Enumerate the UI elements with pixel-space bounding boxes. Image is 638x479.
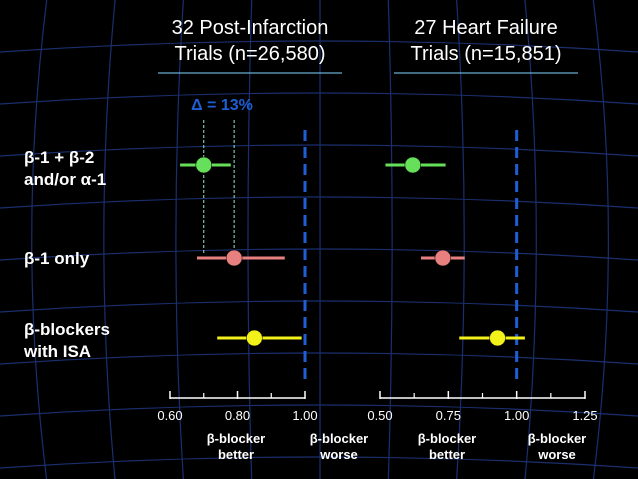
left-worse-label-line-2: worse [319, 447, 358, 462]
left-point-estimate [195, 156, 212, 174]
row-label-isa-line-2: with ISA [23, 342, 91, 361]
right-panel-title: 27 Heart Failure Trials (n=15,851) [394, 17, 578, 74]
right-tick-label: 0.75 [436, 408, 461, 423]
left-title-line-2: Trials (n=26,580) [175, 43, 326, 65]
left-tick-label: 0.80 [225, 408, 250, 423]
grid-latitude-line [0, 92, 638, 105]
row-label-nonselective-line-2: and/or α-1 [24, 170, 106, 189]
grid-latitude-line [0, 300, 638, 313]
right-forest-chart: 0.50 0.75 1.00 1.25 [367, 130, 598, 423]
left-point-estimate [225, 249, 243, 267]
grid-latitude-line [0, 40, 638, 53]
right-title-line-1: 27 Heart Failure [414, 17, 557, 39]
left-panel-title: 32 Post-Infarction Trials (n=26,580) [158, 17, 342, 74]
grid-longitude-line [456, 0, 465, 479]
left-point-estimate [246, 329, 263, 347]
left-tick-label: 0.60 [157, 408, 182, 423]
right-point-estimate [434, 249, 452, 267]
right-point-estimate [489, 329, 506, 347]
grid-longitude-line [31, 0, 48, 479]
right-better-label-line-1: β-blocker [418, 431, 477, 446]
right-title-line-2: Trials (n=15,851) [411, 43, 562, 65]
row-label-isa-line-1: β-blockers [24, 320, 110, 339]
right-direction-labels: β-blocker better β-blocker worse [418, 431, 587, 462]
right-tick-label: 1.25 [572, 408, 597, 423]
row-label-beta1-only: β-1 only [24, 249, 90, 268]
grid-latitude-line [0, 248, 638, 261]
row-labels: β-1 + β-2 and/or α-1 β-1 only β-blockers… [23, 148, 110, 361]
left-better-label-line-1: β-blocker [207, 431, 266, 446]
grid-longitude-line [524, 0, 537, 479]
row-label-nonselective-line-1: β-1 + β-2 [24, 148, 94, 167]
left-direction-labels: β-blocker better β-blocker worse [207, 431, 369, 462]
right-tick-label: 0.50 [367, 408, 392, 423]
grid-longitude-line [175, 0, 184, 479]
right-tick-label: 1.00 [504, 408, 529, 423]
left-forest-chart: 0.60 0.80 1.00 [157, 120, 318, 423]
left-tick-label: 1.00 [292, 408, 317, 423]
grid-latitude-line [0, 196, 638, 209]
grid-latitude-line [0, 404, 638, 417]
left-worse-label-line-1: β-blocker [310, 431, 369, 446]
delta-label: Δ = 13% [191, 97, 253, 114]
right-worse-label-line-2: worse [537, 447, 576, 462]
grid-latitude-line [0, 144, 638, 157]
grid-longitude-line [247, 0, 253, 479]
grid-longitude-line [103, 0, 116, 479]
left-better-label-line-2: better [218, 447, 254, 462]
grid-latitude-line [0, 456, 638, 469]
left-title-line-1: 32 Post-Infarction [172, 17, 329, 39]
right-better-label-line-2: better [429, 447, 465, 462]
grid-latitude-line [0, 352, 638, 365]
right-point-estimate [404, 156, 422, 174]
grid-longitude-line [592, 0, 609, 479]
right-worse-label-line-1: β-blocker [528, 431, 587, 446]
grid-longitude-line [387, 0, 393, 479]
